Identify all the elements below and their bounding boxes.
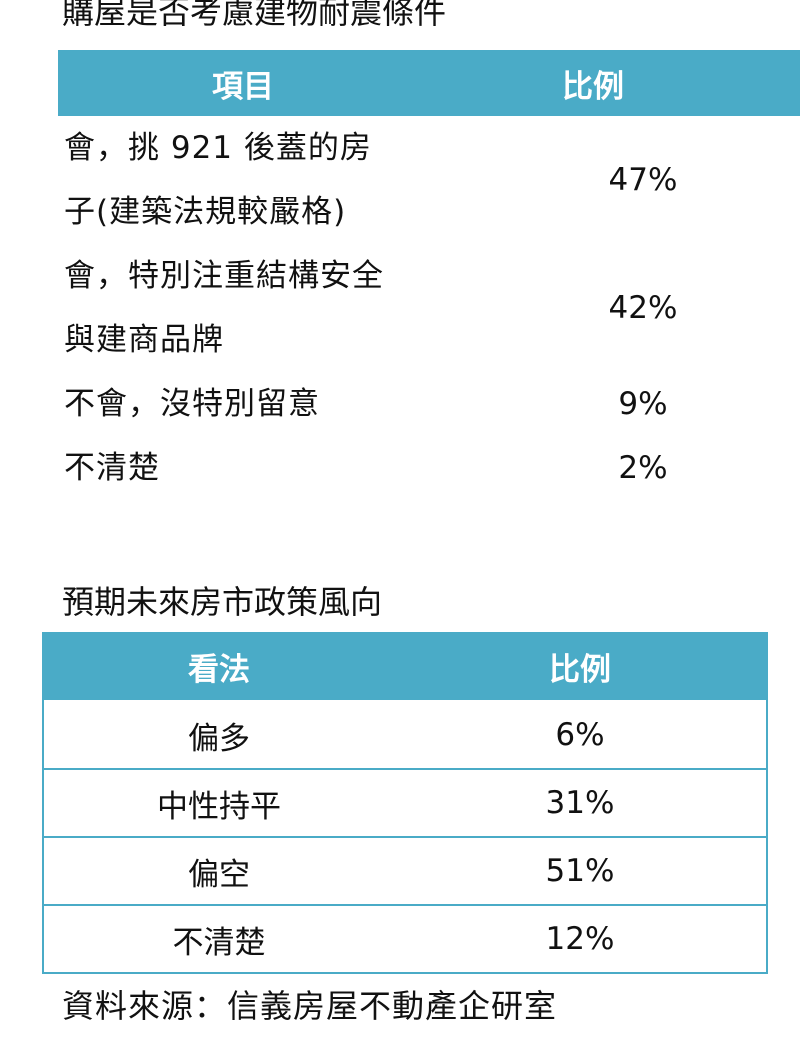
table-row: 不會，沒特別留意 9% — [58, 372, 800, 436]
row-value: 42% — [608, 290, 678, 326]
table-row: 不清楚 2% — [58, 436, 800, 500]
table-row: 會，挑 921 後蓋的房 子(建築法規較嚴格) 47% — [58, 116, 800, 244]
row-value: 31% — [545, 785, 615, 821]
row-value: 51% — [545, 853, 615, 889]
table1-title: 購屋是否考慮建物耐震條件 — [62, 0, 447, 31]
table2-title: 預期未來房市政策風向 — [62, 583, 383, 621]
table2-header: 看法 比例 — [44, 632, 766, 700]
row-label: 中性持平 — [157, 788, 281, 825]
row-label: 偏多 — [188, 720, 250, 757]
row-label-line: 不會，沒特別留意 — [64, 386, 320, 422]
source-note: 資料來源：信義房屋不動產企研室 — [62, 987, 558, 1025]
table-policy-outlook: 看法 比例 偏多 6% 中性持平 31% 偏空 51% 不清楚 12% — [42, 632, 768, 974]
table1-header: 項目 比例 — [58, 50, 800, 116]
table2-header-ratio: 比例 — [549, 651, 611, 688]
row-label-line: 不清楚 — [64, 450, 160, 486]
table-row: 會，特別注重結構安全 與建商品牌 42% — [58, 244, 800, 372]
table-row: 不清楚 12% — [44, 904, 766, 972]
row-value: 2% — [618, 450, 668, 486]
table-row: 中性持平 31% — [44, 768, 766, 836]
table-row: 偏多 6% — [44, 700, 766, 768]
row-label-line: 會，挑 921 後蓋的房 — [64, 130, 372, 166]
row-label: 偏空 — [188, 856, 250, 893]
row-label-line: 子(建築法規較嚴格) — [64, 194, 347, 230]
table1-header-ratio: 比例 — [562, 68, 624, 105]
row-value: 12% — [545, 921, 615, 957]
row-label-line: 與建商品牌 — [64, 322, 224, 358]
row-value: 47% — [608, 162, 678, 198]
table1-header-item: 項目 — [212, 68, 274, 105]
table2-header-view: 看法 — [188, 651, 250, 688]
table-row: 偏空 51% — [44, 836, 766, 904]
row-value: 6% — [555, 717, 605, 753]
row-label-line: 會，特別注重結構安全 — [64, 258, 384, 294]
table-earthquake-consideration: 項目 比例 會，挑 921 後蓋的房 子(建築法規較嚴格) 47% 會，特別注重… — [58, 50, 800, 486]
row-label: 不清楚 — [172, 924, 266, 961]
row-value: 9% — [618, 386, 668, 422]
